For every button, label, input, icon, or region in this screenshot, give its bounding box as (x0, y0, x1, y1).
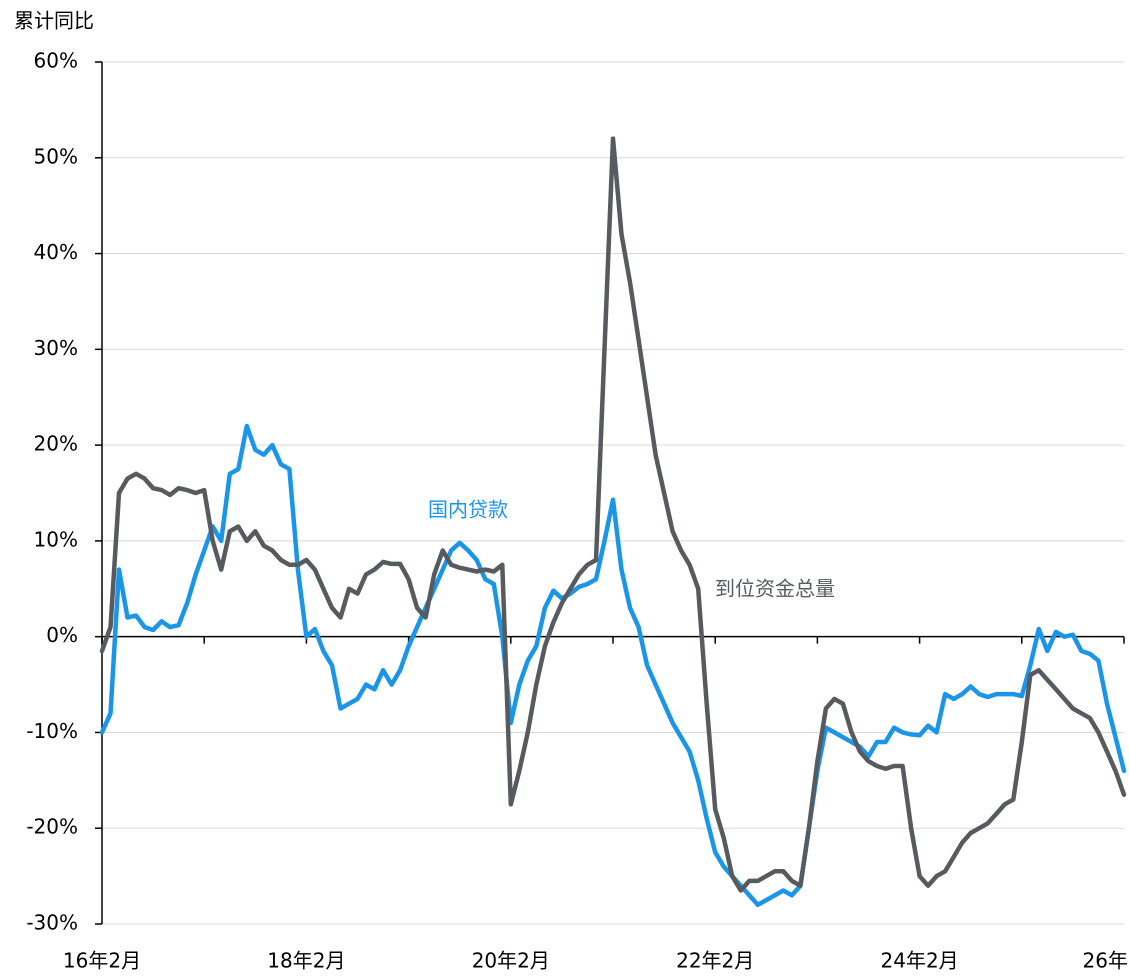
x-tick-label: 24年2月 (881, 949, 959, 973)
y-tick-label: 40% (34, 240, 78, 264)
x-tick-label: 26年 (1083, 949, 1128, 973)
y-axis-label: 累计同比 (14, 9, 94, 33)
y-tick-label: 10% (34, 527, 78, 551)
series-line (99, 136, 1127, 893)
series-line (99, 423, 1127, 908)
y-tick-label: 50% (34, 144, 78, 168)
series-label: 到位资金总量 (715, 577, 835, 601)
y-tick-label: 0% (46, 623, 78, 647)
y-tick-label: 30% (34, 336, 78, 360)
series-label: 国内贷款 (428, 498, 508, 522)
x-tick-label: 18年2月 (267, 949, 345, 973)
y-tick-label: 60% (34, 49, 78, 73)
x-tick-label: 22年2月 (676, 949, 754, 973)
y-tick-label: -30% (26, 911, 78, 935)
y-tick-label: -10% (26, 719, 78, 743)
x-tick-label: 20年2月 (472, 949, 550, 973)
x-tick-label: 16年2月 (63, 949, 141, 973)
y-tick-label: 20% (34, 432, 78, 456)
y-tick-label: -20% (26, 815, 78, 839)
